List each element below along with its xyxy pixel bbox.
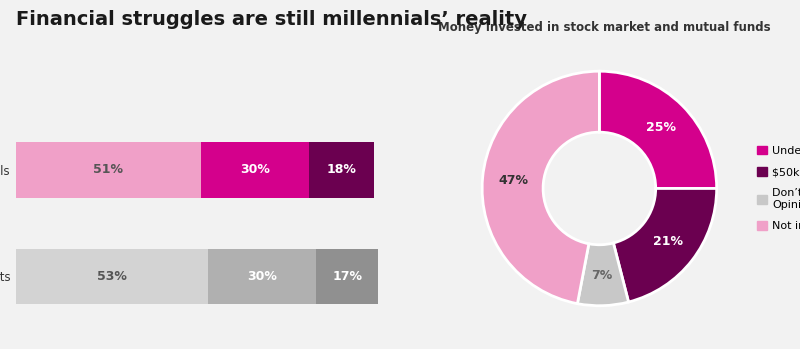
- Text: 17%: 17%: [332, 270, 362, 283]
- Bar: [16, 249, 208, 304]
- Text: 30%: 30%: [240, 163, 270, 176]
- Text: Financial struggles are still millennials’ reality: Financial struggles are still millennial…: [16, 10, 527, 29]
- Bar: [201, 142, 310, 198]
- Text: 21%: 21%: [653, 235, 683, 248]
- Text: 30%: 30%: [247, 270, 277, 283]
- Text: Money invested in stock market and mutual funds: Money invested in stock market and mutua…: [438, 21, 770, 34]
- Legend: Under $50k invested, $50k+ invested, Don’t Know / No
Opinion, Not invested: Under $50k invested, $50k+ invested, Don…: [758, 146, 800, 231]
- Wedge shape: [482, 71, 599, 304]
- Bar: [317, 249, 378, 304]
- Text: 51%: 51%: [94, 163, 123, 176]
- Text: 25%: 25%: [646, 121, 676, 134]
- Wedge shape: [614, 188, 717, 302]
- Wedge shape: [599, 71, 717, 188]
- Bar: [310, 142, 374, 198]
- Bar: [16, 142, 201, 198]
- Wedge shape: [578, 243, 629, 306]
- Bar: [208, 249, 317, 304]
- Text: 53%: 53%: [97, 270, 127, 283]
- Text: 47%: 47%: [498, 174, 528, 187]
- Text: 7%: 7%: [591, 269, 613, 282]
- Text: 18%: 18%: [327, 163, 357, 176]
